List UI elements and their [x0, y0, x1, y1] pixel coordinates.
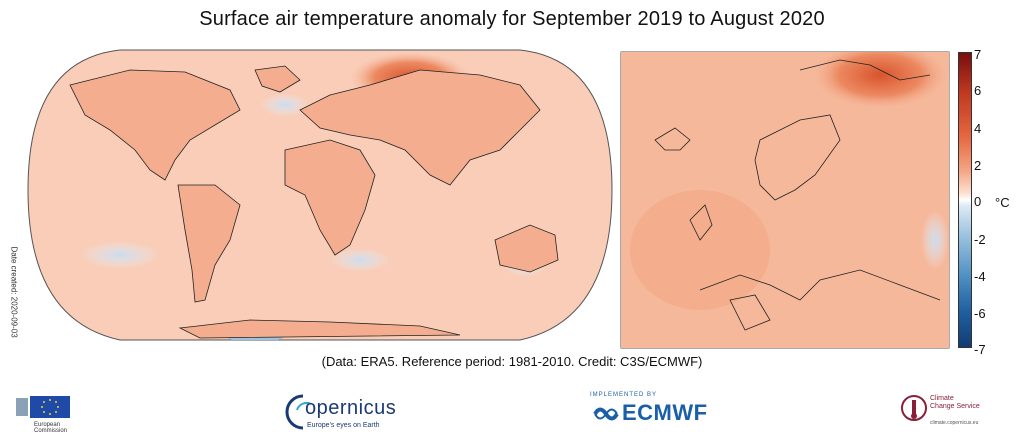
iceland [654, 127, 691, 151]
arctic-coast [799, 59, 931, 81]
ecmwf-implemented-by: IMPLEMENTED BY [590, 392, 658, 398]
eu-logo-text: European Commission [34, 422, 67, 434]
colorbar-tick-neg6: -6 [974, 306, 986, 321]
south-pacific-cool-patch [80, 241, 160, 269]
eu-logo-line1: European [34, 422, 61, 428]
temperature-colorbar [958, 52, 972, 348]
copernicus-wordmark: opernicus [305, 397, 397, 419]
c3s-url: climate.copernicus.eu [930, 420, 979, 426]
south-america [177, 184, 241, 303]
european-commission-logo [16, 396, 70, 418]
british-isles [689, 204, 713, 241]
scandinavia [754, 114, 841, 201]
arctic-russia-warm-anomaly [810, 52, 949, 110]
colorbar-tick-0: 0 [974, 194, 982, 209]
data-credit: (Data: ERA5. Reference period: 1981-2010… [321, 354, 703, 369]
c3s-line1: Climate [930, 395, 954, 402]
colorbar-tick-neg2: -2 [974, 232, 986, 247]
atlantic-cool-patch [260, 93, 310, 117]
copernicus-logo [285, 394, 312, 430]
ecmwf-swirl-icon [593, 407, 619, 421]
global-map [27, 49, 613, 341]
colorbar-tick-6: 6 [974, 83, 982, 98]
colorbar-unit: °C [995, 195, 1010, 210]
copernicus-tagline: Europe's eyes on Earth [307, 422, 380, 429]
greenland [254, 65, 301, 93]
south-atlantic-cool-patch [330, 248, 390, 272]
europe-coastlines [654, 59, 941, 331]
colorbar-tick-4: 4 [974, 121, 982, 136]
c3s-line2: Change Service [930, 403, 980, 410]
continent-outlines [69, 65, 559, 339]
antarctica [178, 319, 461, 339]
c3s-wordmark: Climate Change Service [930, 395, 980, 411]
colorbar-tick-neg4: -4 [974, 269, 986, 284]
east-edge-cool-patch [921, 210, 949, 270]
australia [494, 224, 559, 273]
eu-logo-line2: Commission [34, 428, 68, 434]
colorbar-tick-neg7: -7 [974, 342, 986, 357]
africa [284, 139, 376, 256]
western-europe-warm-area [630, 190, 770, 310]
eurasia [299, 69, 541, 186]
colorbar-tick-2: 2 [974, 158, 982, 173]
ecmwf-wordmark: ECMWF [622, 400, 708, 425]
southern-europe-coast [699, 269, 941, 301]
north-america [69, 69, 241, 181]
climate-change-service-logo [901, 395, 927, 421]
colorbar-tick-7: 7 [974, 47, 982, 62]
map-title: Surface air temperature anomaly for Sept… [199, 8, 825, 30]
iberia [729, 294, 771, 331]
europe-map [620, 51, 950, 349]
